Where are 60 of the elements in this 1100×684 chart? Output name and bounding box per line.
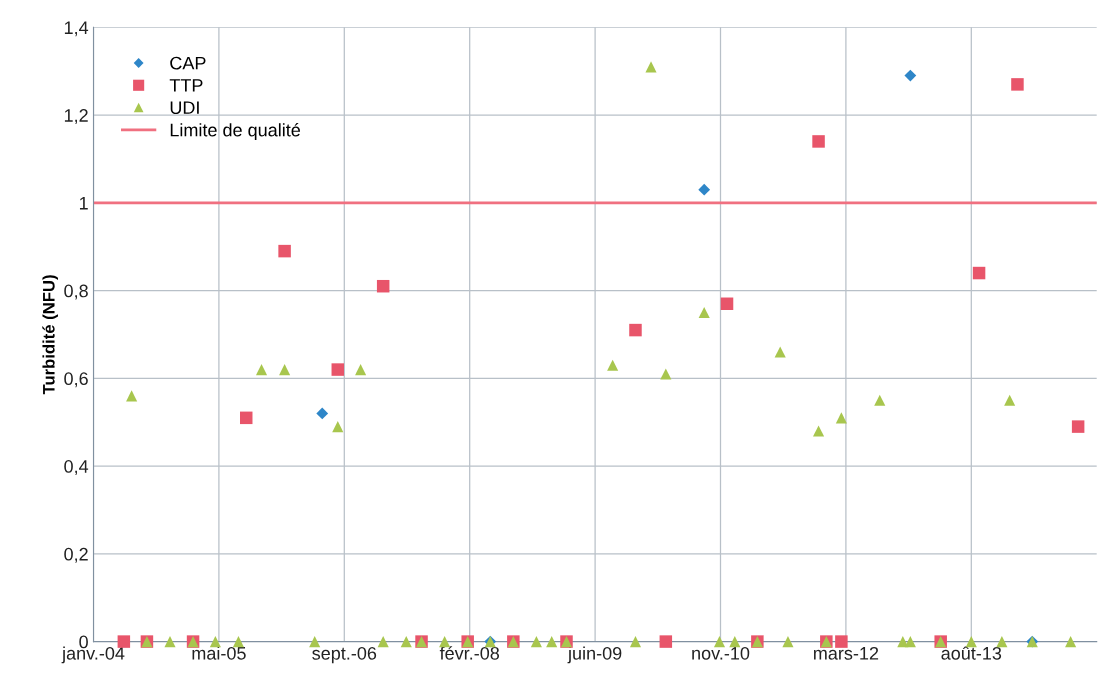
point [255,364,268,376]
point [729,636,741,648]
point [782,636,794,648]
point [546,636,558,648]
point [376,279,390,293]
y-tick-label: 0,6 [64,372,88,388]
point [660,368,672,380]
point [530,636,542,648]
x-tick-label: févr.-08 [439,646,500,660]
x-tick-label: juin-09 [567,646,622,664]
y-tick-label: 1,4 [64,21,89,37]
point [698,183,711,196]
point [1071,420,1085,433]
point [996,636,1008,648]
point [316,407,329,420]
x-tick-label: août-13 [941,646,1002,660]
point [607,359,619,371]
point [309,636,321,648]
point [972,266,986,280]
legend-label: UDI [170,101,199,115]
x-tick-label: mai-05 [192,646,246,660]
y-tick-label: 0,4 [64,460,89,475]
point [713,636,726,648]
x-tick-label: mars-12 [813,646,879,660]
point [209,636,221,648]
y-tick-label: 1 [79,196,88,210]
point [1004,394,1016,406]
point [904,636,916,648]
point [835,635,848,648]
point [904,69,917,82]
point [279,364,291,376]
point [1011,78,1024,91]
x-tick-label: nov.-10 [692,646,750,660]
point [629,636,642,648]
point [720,297,734,311]
point [117,635,131,648]
point [278,244,291,258]
point [698,306,710,319]
legend-label: CAP [170,56,206,70]
point [874,394,886,406]
point [774,346,786,358]
legend-label: TTP [169,79,203,92]
y-tick-label: 0,2 [64,547,88,563]
x-tick-label: sept.-06 [312,646,377,664]
point [377,636,389,648]
point [812,135,825,148]
point [813,425,825,437]
point [164,636,176,648]
y-tick-label: 0,8 [64,284,88,300]
y-tick-label: 1,2 [64,109,88,124]
point [629,323,642,337]
point [331,363,345,376]
point [239,411,253,425]
point [355,364,367,376]
legend-label: Limite de qualité [170,122,301,141]
y-axis-title: Turbidité (NFU) [42,275,58,395]
point [1065,636,1077,648]
point [645,61,657,73]
point [232,636,245,648]
point [659,635,673,648]
